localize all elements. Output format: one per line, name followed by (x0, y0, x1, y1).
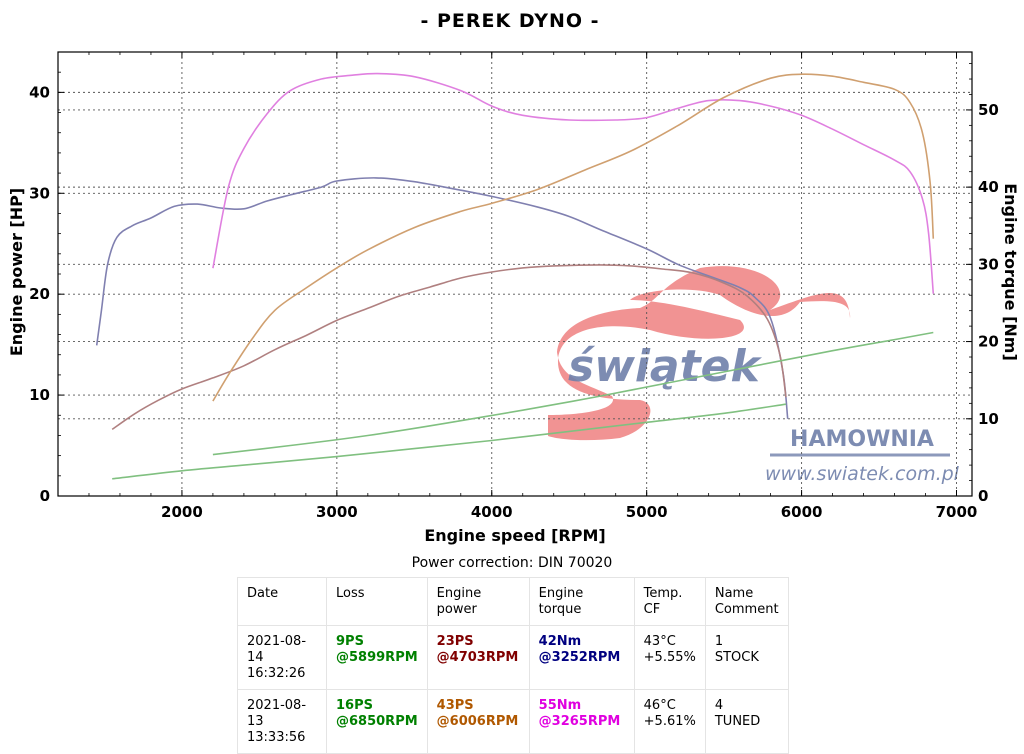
x-tick-label: 5000 (626, 503, 668, 521)
x-tick-label: 6000 (781, 503, 823, 521)
watermark-swirl (548, 266, 851, 441)
series-power-tuned (212, 73, 935, 402)
series-loss-stock (112, 403, 787, 480)
header-engine-power: Engine power (426, 577, 530, 626)
cell-engine-torque: 55Nm @3265RPM (528, 689, 635, 754)
series-power-stock (111, 264, 787, 431)
table-header-row: Date Loss Engine power Engine torque Tem… (237, 577, 789, 626)
header-loss: Loss (326, 577, 428, 626)
y-right-tick-label: 20 (978, 333, 999, 351)
table-row: 2021-08-14 16:32:26 9PS @5899RPM 23PS @4… (237, 625, 789, 690)
y-axis-left-title: Engine power [HP] (7, 188, 26, 356)
cell-name: 1 STOCK (704, 625, 789, 690)
y-right-tick-label: 10 (978, 410, 999, 428)
cell-engine-torque: 42Nm @3252RPM (528, 625, 635, 690)
x-tick-label: 7000 (936, 503, 978, 521)
y-left-tick-label: 30 (29, 184, 50, 202)
cell-engine-power: 23PS @4703RPM (426, 625, 530, 690)
cell-loss: 16PS @6850RPM (326, 689, 428, 754)
series-loss-tuned (212, 331, 934, 456)
x-axis-title: Engine speed [RPM] (424, 526, 605, 545)
y-axis-right-title: Engine torque [Nm] (1001, 183, 1020, 361)
x-tick-label: 4000 (471, 503, 513, 521)
grid (58, 52, 972, 496)
cell-name: 4 TUNED (704, 689, 789, 754)
cell-loss: 9PS @5899RPM (326, 625, 428, 690)
watermark-brand: świątek (568, 341, 762, 392)
y-left-tick-label: 10 (29, 386, 50, 404)
chart-title: - PEREK DYNO - (420, 10, 599, 32)
power-correction-caption: Power correction: DIN 70020 (411, 555, 613, 571)
cell-temp: 46°C +5.61% (633, 689, 706, 754)
results-table: Date Loss Engine power Engine torque Tem… (237, 577, 789, 754)
watermark-url: www.swiatek.com.pl (765, 463, 960, 485)
y-right-tick-label: 50 (978, 101, 999, 119)
series-torque-stock (95, 177, 789, 419)
header-engine-torque: Engine torque (528, 577, 635, 626)
y-right-tick-label: 0 (978, 487, 988, 505)
cell-date: 2021-08-14 16:32:26 (237, 625, 327, 690)
table-row: 2021-08-13 13:33:56 16PS @6850RPM 43PS @… (237, 689, 789, 754)
x-tick-label: 3000 (316, 503, 358, 521)
header-name: Name Comment (704, 577, 789, 626)
header-date: Date (237, 577, 327, 626)
cell-temp: 43°C +5.55% (633, 625, 706, 690)
watermark-hamownia: HAMOWNIA (790, 427, 934, 452)
series-lines (95, 72, 935, 480)
dyno-chart: - PEREK DYNO - świątek HAMOWNIA www.swia… (7, 10, 1020, 545)
cell-engine-power: 43PS @6006RPM (426, 689, 530, 754)
watermark-logo: świątek HAMOWNIA www.swiatek.com.pl (548, 266, 960, 485)
y-left-tick-label: 0 (40, 487, 50, 505)
x-tick-label: 2000 (161, 503, 203, 521)
axis-ticks: 2000 3000 4000 5000 6000 70000102030400102030… (29, 51, 999, 521)
cell-date: 2021-08-13 13:33:56 (237, 689, 327, 754)
y-left-tick-label: 40 (29, 83, 50, 101)
y-right-tick-label: 40 (978, 178, 999, 196)
y-left-tick-label: 20 (29, 285, 50, 303)
y-right-tick-label: 30 (978, 255, 999, 273)
series-torque-tuned (212, 72, 935, 294)
header-temp: Temp. CF (633, 577, 706, 626)
